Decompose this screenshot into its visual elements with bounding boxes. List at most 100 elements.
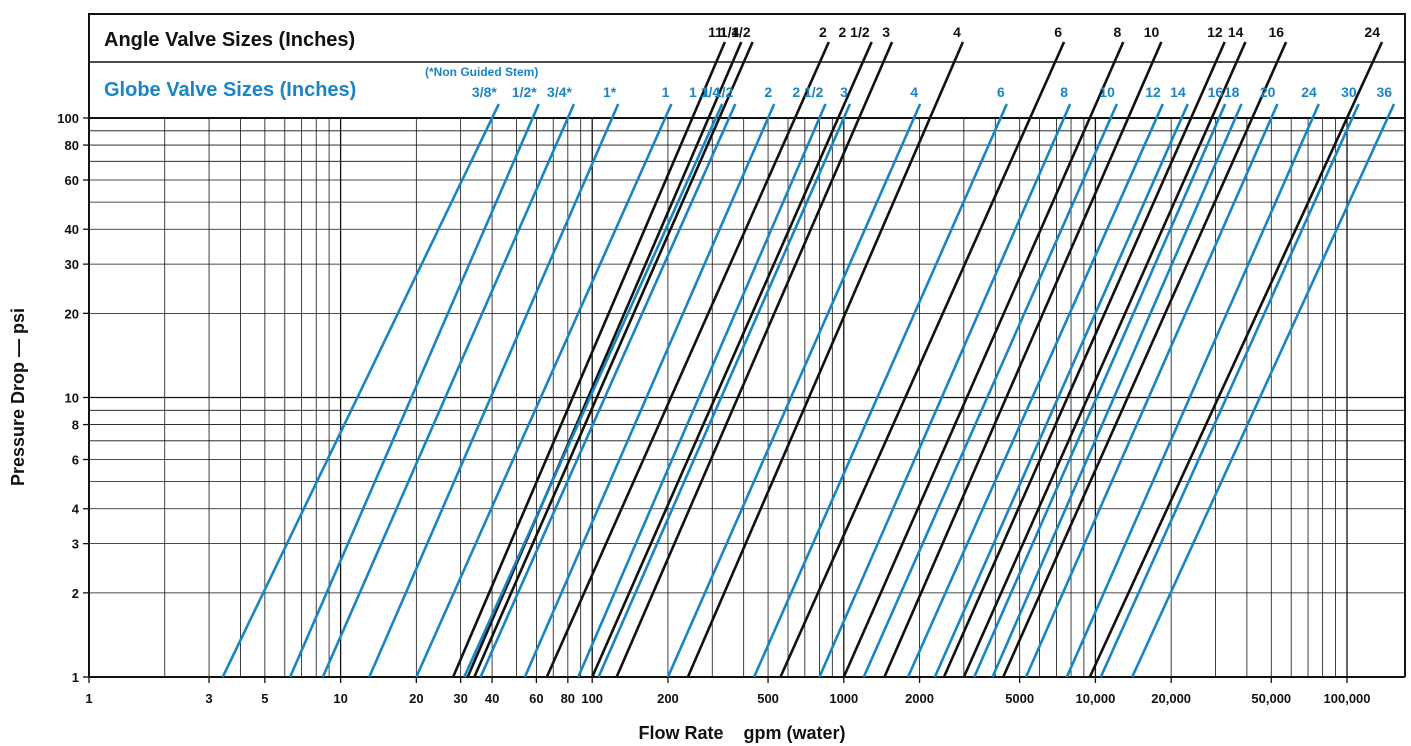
- series-line: [463, 103, 724, 678]
- y-tick-label: 10: [65, 391, 79, 406]
- series-line: [962, 41, 1247, 678]
- angle-valve-header: Angle Valve Sizes (Inches): [104, 29, 355, 51]
- series-label: 16: [1208, 84, 1224, 100]
- y-tick-label: 60: [65, 173, 79, 188]
- x-tick-label: 10: [333, 691, 347, 706]
- series-line: [752, 103, 1008, 678]
- series-label: 36: [1376, 84, 1392, 100]
- series-label: 4: [953, 24, 961, 40]
- series-line: [862, 103, 1119, 678]
- series-label: 1: [662, 84, 670, 100]
- y-tick-label: 100: [57, 111, 79, 126]
- y-tick-label: 8: [72, 418, 79, 433]
- x-axis-title: Flow Rate gpm (water): [638, 723, 845, 743]
- x-tick-label: 500: [757, 691, 779, 706]
- series-label: 14: [1170, 84, 1186, 100]
- series-line: [933, 103, 1189, 678]
- series-line: [1130, 103, 1396, 678]
- series-line: [1099, 103, 1360, 678]
- series-line: [466, 41, 743, 678]
- x-tick-label: 20,000: [1151, 691, 1191, 706]
- series-line: [451, 41, 727, 678]
- tick-labels: 1 3 5 10 20 30 40 60 80 100 200 500 1000 2000 5000 10,0…: [57, 111, 1370, 706]
- series-label: 8: [1060, 84, 1068, 100]
- series-line: [883, 41, 1163, 678]
- y-tick-label: 3: [72, 537, 79, 552]
- x-tick-label: 5000: [1005, 691, 1034, 706]
- y-tick-label: 20: [65, 306, 79, 321]
- series-line: [288, 103, 540, 678]
- series-label: 18: [1224, 84, 1240, 100]
- series-line: [686, 41, 965, 678]
- x-tick-label: 1000: [829, 691, 858, 706]
- series-label: 6: [997, 84, 1005, 100]
- x-tick-label: 1: [85, 691, 92, 706]
- non-guided-stem-note: (*Non Guided Stem): [425, 65, 538, 79]
- series-label: 30: [1341, 84, 1357, 100]
- series-line: [591, 41, 873, 678]
- series-label: 3: [840, 84, 848, 100]
- series-line: [666, 103, 922, 678]
- series-label: 24: [1301, 84, 1317, 100]
- x-tick-label: 5: [261, 691, 268, 706]
- series-label: 3/4*: [547, 84, 572, 100]
- x-tick-label: 30: [453, 691, 467, 706]
- series-label: 20: [1260, 84, 1276, 100]
- y-tick-label: 30: [65, 257, 79, 272]
- y-axis-title: Pressure Drop — psi: [8, 308, 28, 486]
- x-tick-label: 2000: [905, 691, 934, 706]
- series-label: 24: [1364, 24, 1380, 40]
- series-label: 1 1/2: [702, 84, 733, 100]
- x-tick-label: 3: [205, 691, 212, 706]
- x-tick-label: 80: [561, 691, 575, 706]
- series-lines: [221, 41, 1396, 678]
- series-line: [615, 41, 894, 678]
- series-line: [1088, 41, 1384, 678]
- series-label: 3/8*: [472, 84, 497, 100]
- series-label: 4: [910, 84, 918, 100]
- y-tick-label: 6: [72, 453, 79, 468]
- series-line: [1024, 103, 1279, 678]
- series-line: [321, 103, 576, 678]
- x-tick-label: 60: [529, 691, 543, 706]
- x-tick-label: 100,000: [1324, 691, 1371, 706]
- series-line: [523, 103, 776, 678]
- series-label: 1 1/2: [719, 24, 750, 40]
- series-line: [779, 41, 1066, 678]
- series-line: [1065, 103, 1320, 678]
- x-tick-label: 50,000: [1251, 691, 1291, 706]
- x-tick-label: 200: [657, 691, 679, 706]
- series-label: 1/2*: [512, 84, 537, 100]
- series-line: [842, 41, 1125, 678]
- series-label: 8: [1113, 24, 1121, 40]
- series-label: 10: [1144, 24, 1160, 40]
- y-tick-label: 4: [72, 502, 80, 517]
- series-line: [545, 41, 830, 678]
- series-line: [597, 103, 852, 678]
- series-line: [818, 103, 1072, 678]
- series-label: 2: [764, 84, 772, 100]
- series-line: [415, 103, 673, 678]
- x-tick-label: 100: [581, 691, 603, 706]
- x-tick-label: 40: [485, 691, 499, 706]
- series-line: [906, 103, 1164, 678]
- series-label: 1 1/4: [689, 84, 720, 100]
- series-line: [221, 103, 501, 678]
- series-label: 1*: [603, 84, 617, 100]
- series-line: [973, 103, 1227, 678]
- series-label: 12: [1207, 24, 1223, 40]
- y-tick-label: 2: [72, 586, 79, 601]
- series-label: 1: [715, 24, 723, 40]
- series-line: [473, 41, 754, 678]
- y-tick-label: 80: [65, 138, 79, 153]
- series-line: [577, 103, 827, 678]
- series-label: 16: [1269, 24, 1285, 40]
- chart-frame: [88, 13, 1406, 678]
- series-line: [1002, 41, 1288, 678]
- series-line: [479, 103, 737, 678]
- y-tick-label: 1: [72, 670, 79, 685]
- grid: [88, 117, 1405, 678]
- series-label: 2 1/2: [839, 24, 870, 40]
- x-tick-label: 10,000: [1076, 691, 1116, 706]
